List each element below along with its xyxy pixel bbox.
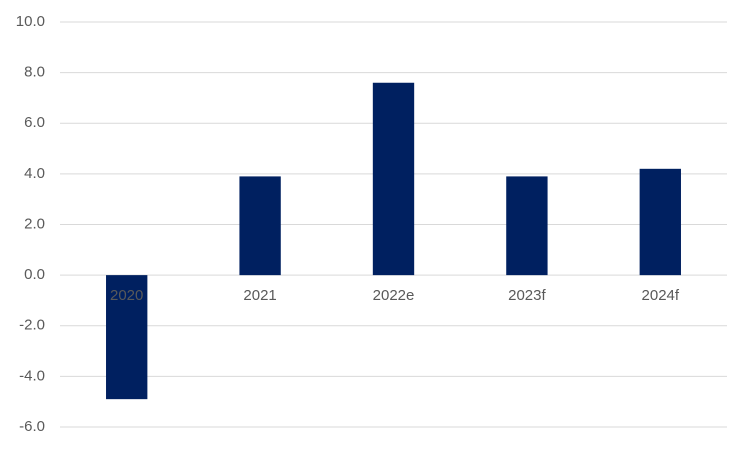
y-tick-label: -2.0 — [19, 317, 45, 334]
bar — [639, 168, 681, 276]
bar — [372, 82, 415, 276]
y-tick-label: 6.0 — [24, 114, 45, 131]
x-tick-label: 2023f — [508, 287, 546, 304]
bars — [106, 82, 681, 400]
x-tick-label: 2022e — [373, 287, 415, 304]
y-tick-label: -4.0 — [19, 367, 45, 384]
labels: -6.0 -4.0 -2.0 0.0 2.0 4.0 6.0 8.0 10.0 2020 2021 2… — [16, 13, 680, 435]
bar — [106, 275, 148, 400]
bar — [506, 176, 548, 276]
y-tick-label: -6.0 — [19, 418, 45, 435]
y-tick-label: 4.0 — [24, 165, 45, 182]
bar — [239, 176, 281, 276]
x-tick-label: 2020 — [110, 287, 143, 304]
x-tick-label: 2021 — [243, 287, 276, 304]
y-tick-label: 2.0 — [24, 215, 45, 232]
y-tick-label: 8.0 — [24, 64, 45, 81]
y-tick-label: 10.0 — [16, 13, 45, 30]
y-tick-label: 0.0 — [24, 266, 45, 283]
x-tick-label: 2024f — [642, 287, 680, 304]
